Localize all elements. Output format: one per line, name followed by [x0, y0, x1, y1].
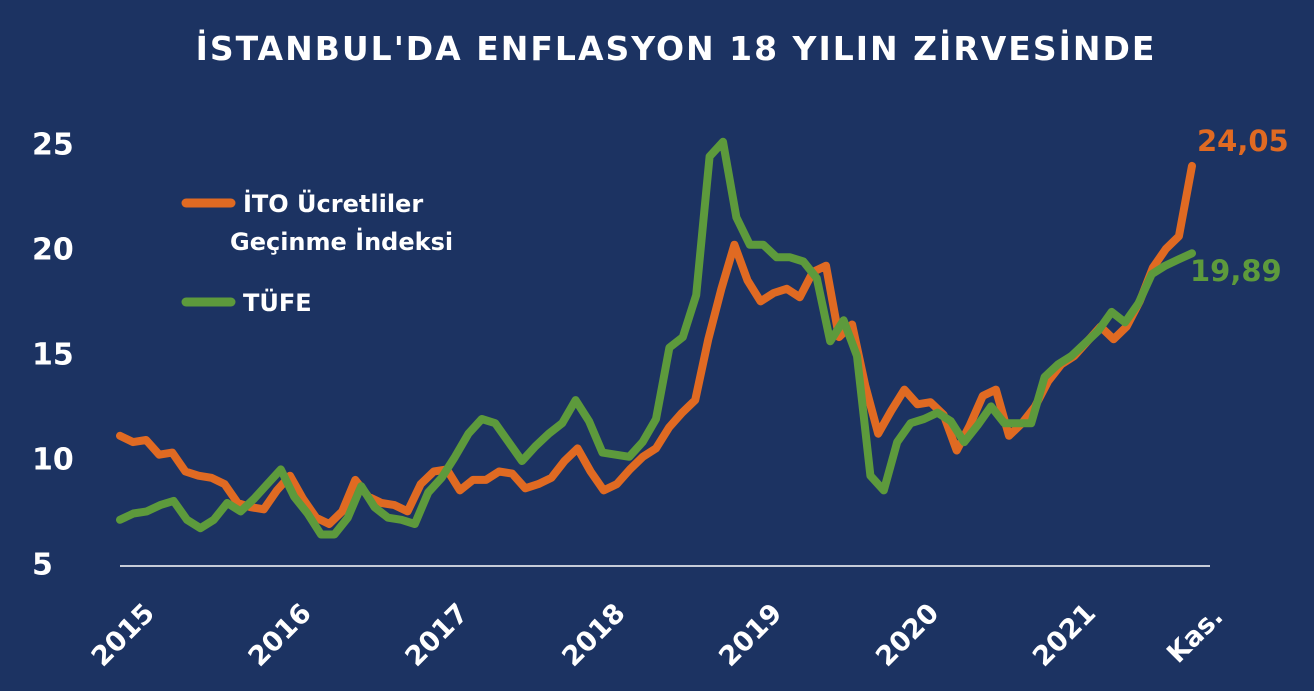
series-line-ito [116, 161, 1196, 528]
legend-label-ito-line2: Geçinme İndeksi [230, 227, 453, 256]
legend-label-ito-line1: İTO Ücretliler [243, 188, 423, 218]
y-tick-label: 5 [32, 548, 53, 583]
legend: İTO Ücretliler Geçinme İndeksi TÜFE [181, 188, 453, 317]
chart-title: İSTANBUL'DA ENFLASYON 18 YILIN ZİRVESİND… [196, 28, 1157, 68]
y-tick-label: 15 [32, 338, 74, 373]
series-line-tufe [116, 137, 1196, 539]
y-axis-ticks: 5 10 15 20 25 [32, 128, 74, 583]
y-tick-label: 20 [32, 233, 74, 268]
end-label-ito: 24,05 [1197, 124, 1289, 158]
y-tick-label: 25 [32, 128, 74, 163]
end-label-tufe: 19,89 [1190, 254, 1282, 288]
y-tick-label: 10 [32, 443, 74, 478]
series-lines [116, 137, 1196, 539]
legend-label-tufe: TÜFE [243, 287, 312, 317]
